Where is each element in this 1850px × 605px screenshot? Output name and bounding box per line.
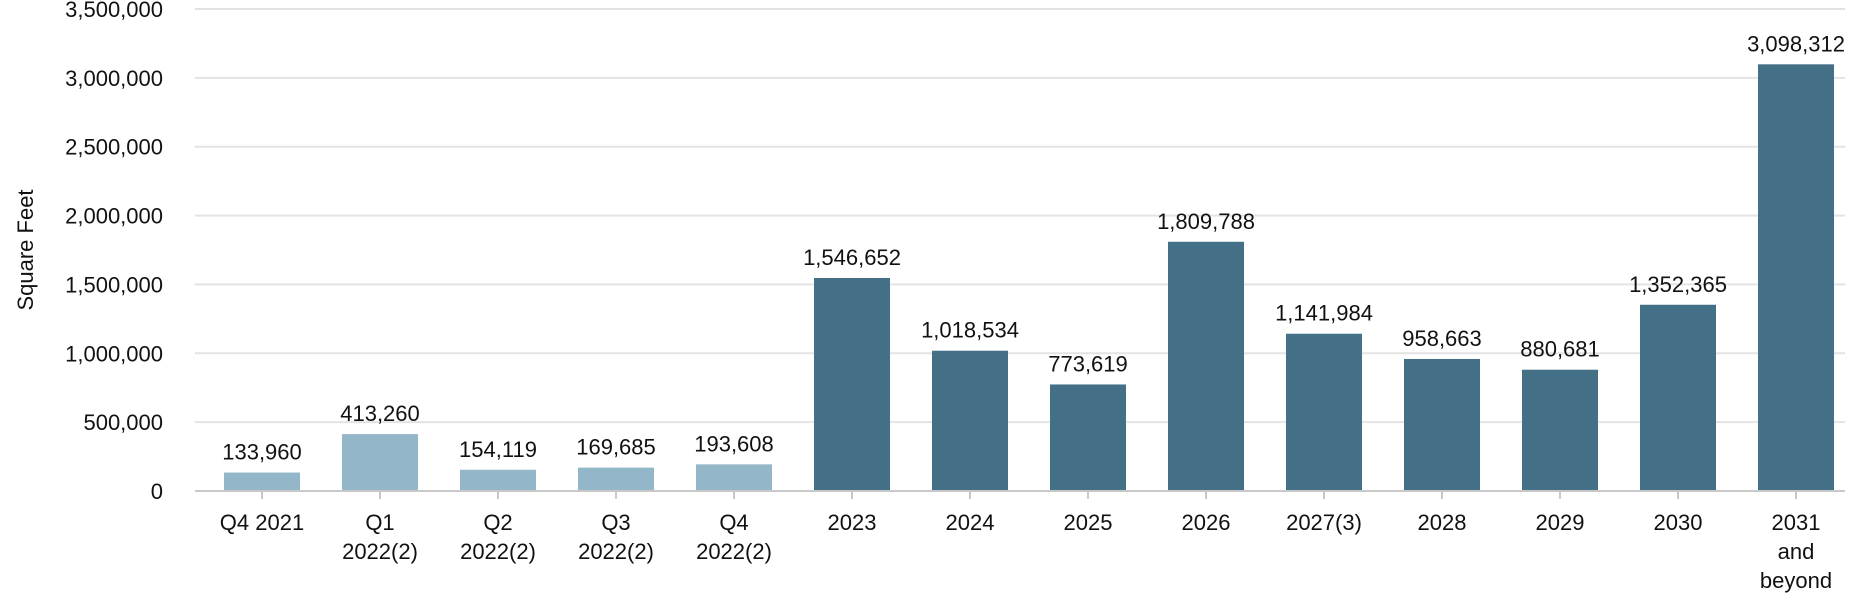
- x-tick-label: 2023: [828, 510, 877, 535]
- x-tick-label-line: 2024: [946, 510, 995, 535]
- x-tick-label-line: Q2: [483, 510, 512, 535]
- bar: [1758, 64, 1834, 491]
- x-tick-label-line: 2022(2): [696, 539, 772, 564]
- x-tick-label-line: 2022(2): [578, 539, 654, 564]
- y-tick-label: 3,500,000: [65, 0, 163, 22]
- axis-layer: 0 500,000 1,000,000 1,500,000 2,000,000 2,500…: [65, 0, 1845, 593]
- x-tick-label-line: 2025: [1064, 510, 1113, 535]
- x-tick-label-line: 2022(2): [342, 539, 418, 564]
- bar: [1168, 241, 1244, 491]
- bar: [578, 467, 654, 491]
- data-label: 154,119: [459, 437, 537, 462]
- grid-layer: [195, 8, 1845, 424]
- bar: [814, 278, 890, 491]
- x-tick-label-line: Q1: [365, 510, 394, 535]
- x-tick-label-line: Q3: [601, 510, 630, 535]
- data-label: 1,141,984: [1275, 301, 1373, 326]
- x-tick-label: 2027(3): [1286, 510, 1362, 535]
- data-label: 3,098,312: [1747, 31, 1845, 56]
- x-tick-label: Q3 2022(2): [578, 510, 654, 564]
- data-label: 1,352,365: [1629, 272, 1727, 297]
- y-axis-title: Square Feet: [13, 189, 38, 310]
- x-tick-label: 2031 and beyond: [1760, 510, 1832, 593]
- x-tick-label-line: 2026: [1182, 510, 1231, 535]
- y-tick-label: 2,000,000: [65, 204, 163, 229]
- data-label: 413,260: [340, 401, 420, 426]
- x-tick-label: 2029: [1536, 510, 1585, 535]
- y-tick-label: 1,500,000: [65, 272, 163, 297]
- x-tick-label: 2030: [1654, 510, 1703, 535]
- x-tick-label-line: beyond: [1760, 568, 1832, 593]
- x-tick-label-line: 2023: [828, 510, 877, 535]
- bar: [1404, 358, 1480, 491]
- x-tick-label: 2024: [946, 510, 995, 535]
- x-tick-label-line: Q4: [719, 510, 748, 535]
- x-tick-label: Q1 2022(2): [342, 510, 418, 564]
- data-label: 1,546,652: [803, 245, 901, 270]
- data-label: 1,809,788: [1157, 209, 1255, 234]
- bar: [460, 469, 536, 491]
- x-tick-label-line: 2031: [1772, 510, 1821, 535]
- bar-layer: [224, 64, 1834, 491]
- y-tick-label: 2,500,000: [65, 135, 163, 160]
- x-tick-label: 2028: [1418, 510, 1467, 535]
- x-tick-label-line: and: [1778, 539, 1815, 564]
- bar: [696, 464, 772, 491]
- y-tick-label: 1,000,000: [65, 341, 163, 366]
- bar: [224, 472, 300, 491]
- x-tick-label: Q4 2021: [220, 510, 304, 535]
- bar: [342, 434, 418, 491]
- data-label: 958,663: [1402, 326, 1482, 351]
- y-tick-label: 0: [151, 479, 163, 504]
- x-tick-label-line: 2027(3): [1286, 510, 1362, 535]
- x-tick-label-line: 2029: [1536, 510, 1585, 535]
- y-tick-label: 3,000,000: [65, 66, 163, 91]
- bar: [1050, 384, 1126, 491]
- x-tick-label-line: 2022(2): [460, 539, 536, 564]
- data-label: 1,018,534: [921, 318, 1019, 343]
- data-label: 880,681: [1520, 337, 1600, 362]
- x-tick-label: Q2 2022(2): [460, 510, 536, 564]
- x-tick-label: 2025: [1064, 510, 1113, 535]
- data-label: 773,619: [1048, 351, 1128, 376]
- x-tick-label-line: Q4 2021: [220, 510, 304, 535]
- bar: [1286, 333, 1362, 491]
- bar: [1522, 369, 1598, 491]
- data-label: 133,960: [222, 440, 302, 465]
- x-tick-label-line: 2030: [1654, 510, 1703, 535]
- bar: [1640, 304, 1716, 491]
- x-tick-label: 2026: [1182, 510, 1231, 535]
- data-label: 193,608: [694, 431, 774, 456]
- data-label: 169,685: [576, 435, 656, 460]
- x-tick-label: Q4 2022(2): [696, 510, 772, 564]
- label-layer: 133,960 413,260 154,119 169,685 193,608 1,546…: [222, 31, 1845, 464]
- bar: [932, 350, 1008, 491]
- y-tick-label: 500,000: [83, 410, 163, 435]
- x-tick-label-line: 2028: [1418, 510, 1467, 535]
